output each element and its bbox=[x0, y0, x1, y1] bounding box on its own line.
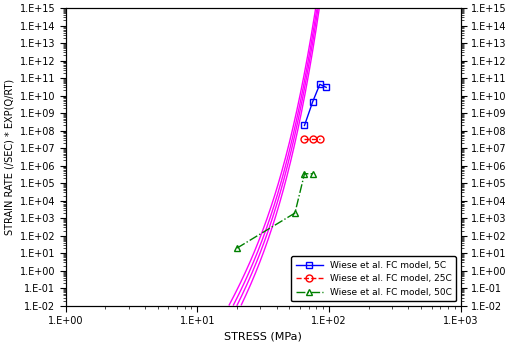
Wiese et al. FC model, 25C bbox=[301, 137, 308, 141]
Wiese et al. FC model, 50C bbox=[234, 246, 240, 250]
Wiese et al. FC model, 25C bbox=[317, 137, 323, 141]
X-axis label: STRESS (MPa): STRESS (MPa) bbox=[224, 332, 302, 342]
Wiese et al. FC model, 5C bbox=[317, 82, 323, 86]
Wiese et al. FC model, 5C bbox=[301, 124, 308, 128]
Wiese et al. FC model, 5C bbox=[323, 85, 329, 90]
Wiese et al. FC model, 25C bbox=[310, 137, 316, 141]
Y-axis label: STRAIN RATE (/SEC) * EXP(Q/RT): STRAIN RATE (/SEC) * EXP(Q/RT) bbox=[4, 79, 14, 235]
Wiese et al. FC model, 50C bbox=[292, 211, 298, 215]
Wiese et al. FC model, 50C bbox=[301, 172, 308, 176]
Line: Wiese et al. FC model, 5C: Wiese et al. FC model, 5C bbox=[301, 81, 330, 129]
Wiese et al. FC model, 5C bbox=[310, 100, 316, 104]
Wiese et al. FC model, 50C bbox=[310, 172, 316, 176]
Legend: Wiese et al. FC model, 5C, Wiese et al. FC model, 25C, Wiese et al. FC model, 50: Wiese et al. FC model, 5C, Wiese et al. … bbox=[291, 256, 456, 301]
Line: Wiese et al. FC model, 25C: Wiese et al. FC model, 25C bbox=[301, 135, 323, 142]
Line: Wiese et al. FC model, 50C: Wiese et al. FC model, 50C bbox=[234, 170, 316, 252]
